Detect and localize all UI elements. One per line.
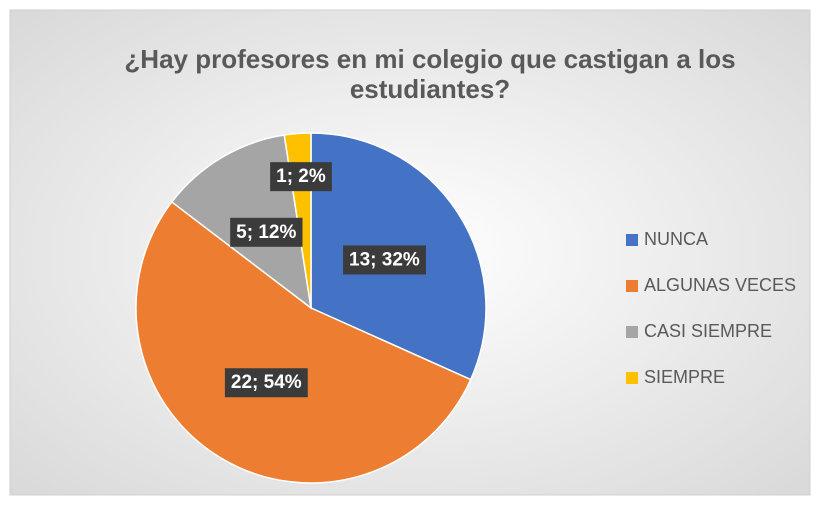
data-label-box: [343, 245, 426, 275]
pie-slice: [135, 200, 472, 484]
data-label: 22; 54%: [224, 368, 308, 398]
legend-swatch: [626, 280, 638, 292]
data-label-text: 22; 54%: [231, 372, 302, 393]
data-label: 13; 32%: [343, 245, 426, 275]
legend-label: NUNCA: [644, 229, 708, 249]
legend-label: ALGUNAS VECES: [644, 275, 796, 295]
legend-label: CASI SIEMPRE: [644, 321, 772, 341]
data-label-box: [224, 368, 308, 398]
legend-swatch: [626, 326, 638, 338]
data-label-text: 13; 32%: [349, 249, 420, 270]
data-label: 1; 2%: [270, 162, 332, 192]
legend-swatch: [626, 372, 638, 384]
legend-swatch: [626, 234, 638, 246]
data-labels: 13; 32% 22; 54% 5; 12% 1; 2%: [224, 162, 426, 398]
legend-label: SIEMPRE: [644, 367, 725, 387]
data-label-box: [270, 162, 332, 192]
chart-title: ¿Hay profesores en mi colegio que castig…: [124, 44, 736, 104]
data-label: 5; 12%: [230, 217, 303, 247]
data-label-box: [230, 217, 303, 247]
data-label-text: 5; 12%: [236, 222, 296, 243]
legend: NUNCA ALGUNAS VECES CASI SIEMPRE SIEMPRE: [626, 229, 796, 387]
data-label-text: 1; 2%: [276, 166, 326, 187]
